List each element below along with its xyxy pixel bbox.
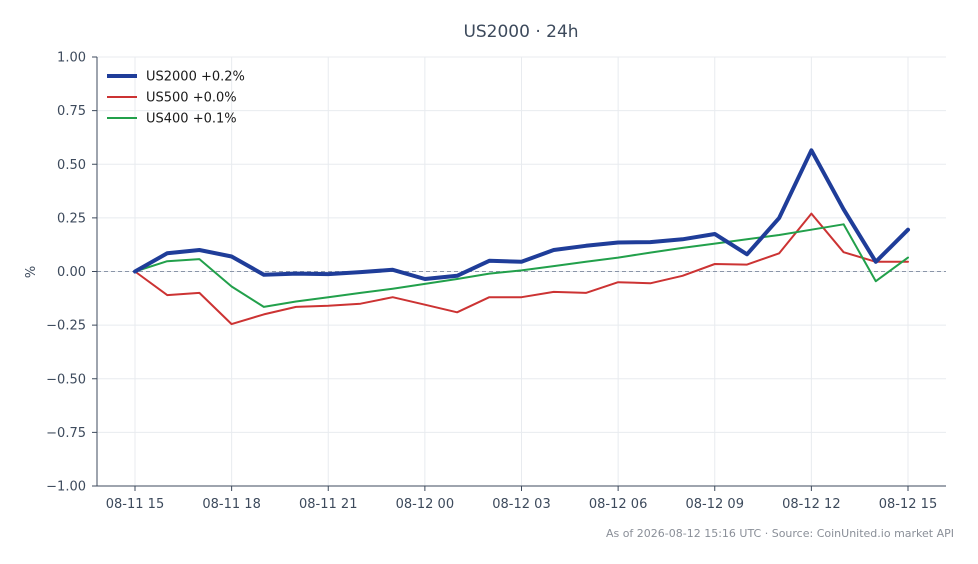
y-tick-label: −0.50: [46, 372, 86, 387]
y-tick-label: 1.00: [57, 51, 86, 66]
legend-label: US2000 +0.2%: [146, 70, 245, 85]
legend-label: US500 +0.0%: [146, 91, 237, 106]
axes: 1.00 0.75 0.50 0.25 0.00 −0.25 −0.50 −0.75 −1.00…: [46, 51, 946, 512]
series-line-us500: [134, 212, 909, 326]
x-tick-label: 08-12 09: [686, 497, 744, 512]
legend: US2000 +0.2% US500 +0.0% US400 +0.1%: [107, 70, 245, 127]
y-tick-label: 0.00: [57, 265, 86, 280]
y-tick-label: −1.00: [46, 480, 86, 495]
series: [133, 148, 910, 326]
footer-note: As of 2026-08-12 15:16 UTC · Source: Coi…: [606, 527, 954, 540]
x-tick-label: 08-12 12: [782, 497, 840, 512]
series-line-us2000: [133, 148, 910, 281]
x-tick-label: 08-11 18: [202, 497, 260, 512]
y-tick-label: 0.75: [57, 104, 86, 119]
x-tick-label: 08-11 15: [106, 497, 164, 512]
y-tick-label: −0.25: [46, 319, 86, 334]
x-tick-label: 08-12 03: [492, 497, 550, 512]
y-axis-label: %: [24, 266, 39, 278]
y-tick-label: 0.50: [57, 158, 86, 173]
legend-label: US400 +0.1%: [146, 112, 237, 127]
grid: [97, 56, 946, 487]
y-tick-label: 0.25: [57, 211, 86, 226]
x-tick-label: 08-12 06: [589, 497, 647, 512]
x-tick-label: 08-11 21: [299, 497, 357, 512]
x-tick-label: 08-12 15: [879, 497, 937, 512]
chart-title: US2000 · 24h: [463, 22, 578, 42]
y-tick-label: −0.75: [46, 426, 86, 441]
series-line-us400: [134, 223, 909, 308]
x-tick-label: 08-12 00: [396, 497, 454, 512]
